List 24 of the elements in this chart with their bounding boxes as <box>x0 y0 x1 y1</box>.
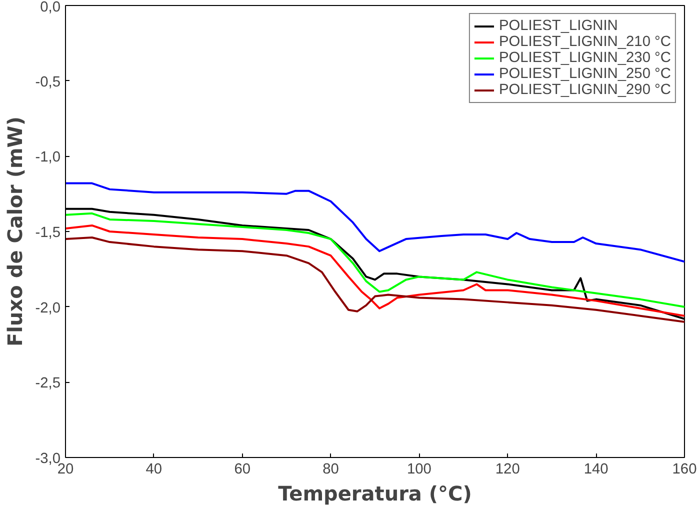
x-tick-label: 80 <box>322 462 339 478</box>
x-tick-label: 40 <box>146 462 162 478</box>
y-tick-label: -0,5 <box>35 74 61 90</box>
y-tick-label: -2,5 <box>35 376 61 392</box>
legend-label: POLIEST_LIGNIN <box>498 18 618 34</box>
x-tick-label: 120 <box>495 462 520 478</box>
legend-label: POLIEST_LIGNIN_230 °C <box>498 50 671 66</box>
line-series <box>66 236 684 323</box>
x-tick-label: 100 <box>406 462 432 478</box>
y-tick-label: -1,5 <box>35 225 61 241</box>
legend-label: POLIEST_LIGNIN_290 °C <box>498 82 671 98</box>
line-series <box>66 182 684 263</box>
y-tick-label: 0,0 <box>40 0 60 16</box>
legend-label: POLIEST_LIGNIN_250 °C <box>498 66 671 82</box>
y-tick-label: -2,0 <box>35 300 61 316</box>
y-axis-title: Fluxo de Calor (mW) <box>3 116 28 346</box>
line-series <box>66 224 684 317</box>
legend-label: POLIEST_LIGNIN_210 °C <box>498 34 671 50</box>
x-tick-label: 140 <box>584 462 608 478</box>
y-tick-label: -1,0 <box>35 150 61 166</box>
x-tick-label: 60 <box>234 462 251 478</box>
x-tick-label: 160 <box>672 462 697 478</box>
x-axis-title: Temperatura (°C) <box>278 482 472 506</box>
x-tick-label: 20 <box>57 462 74 478</box>
